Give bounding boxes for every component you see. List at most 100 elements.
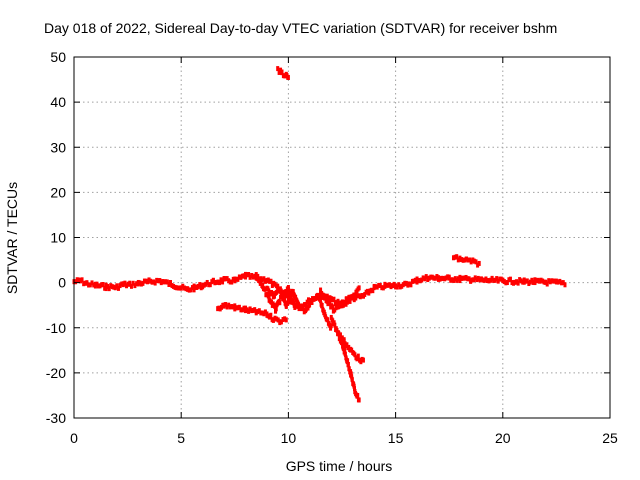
series-noisy-tracks-b — [265, 285, 333, 331]
y-tick-label: 0 — [58, 275, 66, 291]
data-point — [98, 283, 102, 289]
data-point — [493, 277, 497, 283]
data-point — [326, 317, 330, 323]
data-point — [271, 317, 275, 323]
data-point — [242, 273, 246, 279]
data-point — [472, 277, 476, 283]
data-point — [227, 302, 231, 308]
data-point — [164, 279, 168, 285]
data-point — [168, 280, 172, 286]
data-point — [455, 254, 459, 260]
data-point — [412, 278, 416, 284]
data-point — [248, 274, 252, 280]
data-point — [278, 300, 282, 306]
data-point — [244, 274, 248, 280]
data-point — [78, 278, 82, 284]
data-point — [346, 361, 350, 367]
data-point — [179, 285, 183, 291]
data-point — [433, 275, 437, 281]
y-tick-label: -30 — [46, 410, 66, 426]
data-point — [357, 285, 361, 291]
data-point — [156, 278, 160, 284]
data-point — [436, 276, 440, 282]
data-point — [92, 282, 96, 288]
data-point — [129, 283, 133, 289]
data-point — [273, 303, 277, 309]
data-point — [524, 278, 528, 284]
x-tick-label: 5 — [177, 430, 185, 446]
data-point — [118, 283, 122, 289]
data-point — [228, 279, 232, 285]
data-point — [115, 283, 119, 289]
data-point — [165, 279, 169, 285]
data-point — [453, 254, 457, 260]
data-point — [392, 281, 396, 287]
data-point — [495, 276, 499, 282]
data-point — [231, 304, 235, 310]
data-point — [501, 278, 505, 284]
data-point — [224, 302, 228, 308]
data-point — [446, 274, 450, 280]
data-point — [281, 317, 285, 323]
data-point — [404, 280, 408, 286]
data-point — [269, 312, 273, 318]
data-point — [548, 279, 552, 285]
data-point — [161, 279, 165, 285]
data-point — [499, 276, 503, 282]
data-point — [466, 257, 470, 263]
data-point — [228, 304, 232, 310]
data-point — [449, 277, 453, 283]
data-point — [257, 278, 261, 284]
data-point — [187, 287, 191, 293]
data-point — [490, 275, 494, 281]
data-point — [234, 305, 238, 311]
data-point — [447, 275, 451, 281]
y-axis-label: SDTVAR / TECUs — [4, 182, 20, 294]
data-point — [410, 278, 414, 284]
data-point — [354, 295, 358, 301]
data-point — [323, 293, 327, 299]
data-point — [492, 277, 496, 283]
data-point — [116, 285, 120, 291]
data-point — [522, 279, 526, 285]
data-point — [441, 275, 445, 281]
data-point — [284, 317, 288, 323]
data-marks — [72, 66, 567, 403]
data-point — [225, 276, 229, 282]
data-point — [284, 289, 288, 295]
data-point — [213, 280, 217, 286]
data-point — [90, 280, 94, 286]
data-point — [214, 279, 218, 285]
series-side-spur — [336, 330, 365, 365]
data-point — [227, 278, 231, 284]
series-high-outlier — [276, 66, 290, 80]
data-point — [224, 276, 228, 282]
data-point — [276, 66, 280, 72]
data-point — [260, 310, 264, 316]
data-point — [221, 279, 225, 285]
data-point — [536, 277, 540, 283]
data-point — [360, 292, 364, 298]
data-point — [519, 278, 523, 284]
data-point — [498, 276, 502, 282]
data-point — [542, 279, 546, 285]
data-point — [158, 278, 162, 284]
y-tick-labels: -30 -20 -10 0 10 20 30 40 50 — [46, 49, 66, 426]
data-point — [554, 278, 558, 284]
x-tick-label: 20 — [495, 430, 511, 446]
data-point — [505, 280, 509, 286]
data-point — [263, 278, 267, 284]
data-point — [357, 397, 361, 403]
data-point — [476, 262, 480, 268]
data-point — [544, 279, 548, 285]
data-point — [528, 279, 532, 285]
data-point — [550, 278, 554, 284]
data-point — [346, 358, 350, 364]
chart-title: Day 018 of 2022, Sidereal Day-to-day VTE… — [44, 20, 557, 36]
x-axis-label: GPS time / hours — [286, 458, 393, 474]
y-tick-label: -10 — [46, 320, 66, 336]
data-point — [77, 277, 81, 283]
data-point — [558, 278, 562, 284]
data-point — [417, 277, 421, 283]
